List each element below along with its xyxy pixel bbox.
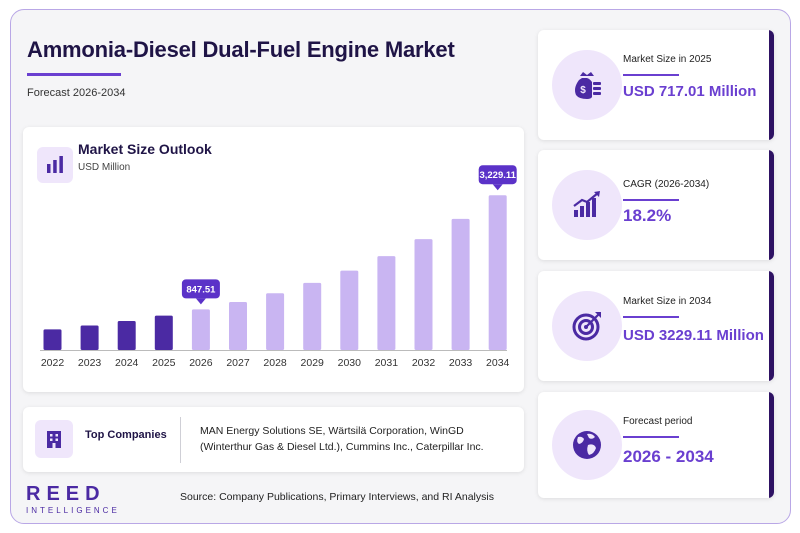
bar-2022 <box>43 329 62 350</box>
page-title: Ammonia-Diesel Dual-Fuel Engine Market <box>27 37 455 62</box>
x-tick-label: 2025 <box>152 357 176 369</box>
x-tick-label: 2023 <box>78 357 102 369</box>
money-bag-icon: $ <box>552 50 622 120</box>
callout-badge <box>181 279 220 299</box>
divider <box>180 417 181 463</box>
brand-name: REED <box>26 483 106 505</box>
source-note: Source: Company Publications, Primary In… <box>180 491 494 503</box>
bar-chart: 2022 2023 2024 2025 2026 847.51 2027 2028 2029 20… <box>40 165 517 369</box>
bar-2034 <box>488 195 507 350</box>
callout-badge <box>478 165 517 185</box>
card-accent <box>769 392 774 498</box>
x-tick-label: 2030 <box>338 357 362 369</box>
x-tick-label: 2022 <box>41 357 65 369</box>
chart-unit: USD Million <box>78 162 131 173</box>
bar-2027 <box>229 301 247 350</box>
stat-label: CAGR (2026-2034) <box>623 179 710 190</box>
bar-2025 <box>154 315 173 350</box>
stat-card-cagr: CAGR (2026-2034) 18.2% <box>538 150 774 260</box>
x-tick-label: 2024 <box>115 357 139 369</box>
stat-underline <box>623 436 679 438</box>
stat-underline <box>623 199 679 201</box>
bar-2023 <box>80 325 99 350</box>
growth-chart-icon <box>552 170 622 240</box>
top-companies-label: Top Companies <box>85 429 167 441</box>
data-label: 3,229.11 <box>479 170 516 181</box>
callout-pointer <box>492 184 503 191</box>
x-tick-label: 2028 <box>263 357 287 369</box>
stat-label: Market Size in 2034 <box>623 296 712 307</box>
globe-icon <box>552 410 622 480</box>
bar-2024 <box>117 320 136 350</box>
stat-value: 2026 - 2034 <box>623 447 714 466</box>
title-underline <box>27 73 121 76</box>
top-companies-list: MAN Energy Solutions SE, Wärtsilä Corpor… <box>200 425 484 453</box>
top-companies-card: Top Companies MAN Energy Solutions SE, W… <box>23 407 524 472</box>
chart-title: Market Size Outlook <box>78 141 212 157</box>
stat-underline <box>623 316 679 318</box>
stat-label: Market Size in 2025 <box>623 54 712 65</box>
x-tick-label: 2033 <box>449 357 473 369</box>
x-tick-label: 2029 <box>301 357 325 369</box>
stat-card-forecast-period: Forecast period 2026 - 2034 <box>538 392 774 498</box>
card-accent <box>769 150 774 260</box>
target-icon <box>552 291 622 361</box>
svg-text:$: $ <box>580 85 586 96</box>
bar-chart-icon <box>37 147 73 183</box>
stat-value: 18.2% <box>623 206 672 225</box>
page-subtitle: Forecast 2026-2034 <box>27 87 126 99</box>
stat-card-market-2025: $ Market Size in 2025 USD 717.01 Million <box>538 30 774 140</box>
bar-2026 <box>191 309 210 350</box>
x-tick-label: 2032 <box>412 357 436 369</box>
data-label: 847.51 <box>186 284 216 295</box>
stat-value: USD 717.01 Million <box>623 83 757 100</box>
card-accent <box>769 30 774 140</box>
bar-2031 <box>377 256 396 350</box>
building-icon <box>35 420 73 458</box>
stat-label: Forecast period <box>623 416 693 427</box>
callout-pointer <box>195 298 206 305</box>
bar-2032 <box>414 239 433 350</box>
chart-card: Market Size Outlook USD Million 2022 2023… <box>23 127 524 392</box>
brand-tagline: INTELLIGENCE <box>26 506 120 515</box>
card-accent <box>769 271 774 381</box>
stat-value: USD 3229.11 Million <box>623 327 764 344</box>
stat-card-market-2034: Market Size in 2034 USD 3229.11 Million <box>538 271 774 381</box>
bar-2030 <box>340 270 359 350</box>
bar-2029 <box>303 282 322 350</box>
bar-2033 <box>451 218 470 350</box>
x-tick-label: 2034 <box>486 357 510 369</box>
brand-logo: REED INTELLIGENCE <box>26 484 120 515</box>
x-tick-label: 2031 <box>375 357 399 369</box>
bar-2028 <box>266 293 285 350</box>
stat-underline <box>623 74 679 76</box>
x-tick-label: 2027 <box>226 357 250 369</box>
x-tick-label: 2026 <box>189 357 213 369</box>
